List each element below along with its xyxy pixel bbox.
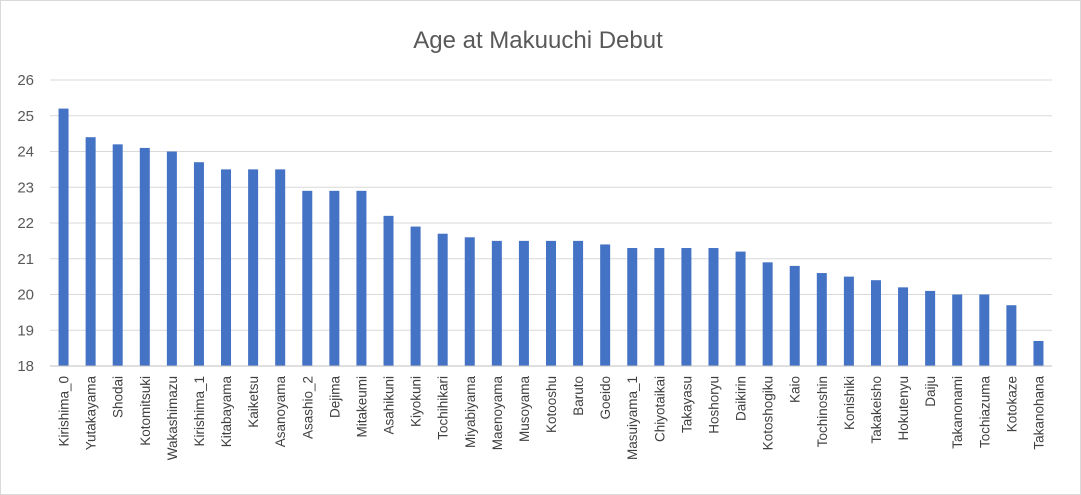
bar — [573, 240, 584, 366]
x-tick-label: Kitabayama — [219, 376, 234, 448]
x-tick-label: Kirishima_1 — [192, 376, 207, 447]
x-tick-label: Konishiki — [842, 376, 857, 430]
x-tick-label: Asanoyama — [273, 376, 288, 448]
x-tick-label: Daiju — [923, 376, 938, 407]
y-tick-label: 23 — [17, 179, 34, 196]
x-tick-label: Miyabiyama — [463, 376, 478, 449]
x-tick-label: Kiyokuni — [409, 376, 424, 427]
bar — [708, 248, 719, 366]
x-tick-label: Asashio_2 — [300, 376, 315, 439]
bar — [329, 190, 340, 366]
x-tick-label: Dejima — [327, 376, 342, 419]
bar — [58, 108, 69, 366]
bar — [843, 276, 854, 366]
y-tick-label: 18 — [17, 358, 34, 375]
bar — [735, 251, 746, 366]
bar — [139, 147, 150, 366]
bar — [816, 273, 827, 366]
x-tick-label: Asahikuni — [382, 376, 397, 435]
bar — [85, 137, 96, 366]
x-tick-label: Baruto — [571, 376, 586, 416]
bar — [437, 233, 448, 366]
y-tick-label: 20 — [17, 287, 34, 304]
x-tick-label: Kaiketsu — [246, 376, 261, 428]
chart-title: Age at Makuuchi Debut — [413, 27, 663, 54]
x-tick-label: Kotokaze — [1004, 376, 1019, 432]
bar — [654, 248, 665, 366]
x-tick-label: Tochihikari — [436, 376, 451, 440]
bar — [952, 294, 963, 366]
y-tick-label: 25 — [17, 108, 34, 125]
bar — [383, 215, 394, 366]
bar — [762, 262, 773, 366]
x-tick-label: Kotomitsuki — [138, 376, 153, 446]
bar — [898, 287, 909, 366]
y-tick-label: 19 — [17, 322, 34, 339]
x-tick-label: Takayasu — [679, 376, 694, 433]
x-tick-label: Tochiazuma — [977, 376, 992, 449]
y-axis-ticks: 18 19 20 21 22 23 24 25 26 — [17, 72, 34, 375]
x-tick-label: Tochinoshin — [815, 376, 830, 447]
x-tick-label: Wakashimazu — [165, 376, 180, 460]
bar — [193, 162, 204, 366]
x-tick-label: Kotooshu — [544, 376, 559, 433]
bar — [491, 240, 502, 366]
x-axis-labels: Kirishima_0 Yutakayama Shodai Kotomitsuki Wa… — [57, 376, 1047, 461]
x-tick-label: Kaio — [788, 376, 803, 403]
bar — [302, 190, 313, 366]
y-tick-label: 24 — [17, 144, 34, 161]
x-tick-label: Daikirin — [734, 376, 749, 421]
x-tick-label: Mitakeumi — [354, 376, 369, 438]
y-tick-label: 22 — [17, 215, 34, 232]
x-tick-label: Hoshoryu — [706, 376, 721, 434]
x-tick-label: Maenoyama — [490, 376, 505, 451]
bar — [112, 144, 123, 366]
y-tick-label: 26 — [17, 72, 34, 89]
x-tick-label: Masuiyama_1 — [625, 376, 640, 460]
y-tick-label: 21 — [17, 251, 34, 268]
bar — [1033, 340, 1044, 366]
bar — [166, 151, 177, 366]
gridlines — [50, 79, 1052, 331]
bars — [58, 108, 1044, 366]
bar — [681, 248, 692, 366]
bar — [410, 226, 421, 366]
x-tick-label: Shodai — [111, 376, 126, 418]
bar — [518, 240, 529, 366]
bar — [1006, 305, 1017, 366]
x-tick-label: Chiyotaikai — [652, 376, 667, 442]
x-tick-label: Takanohana — [1031, 376, 1046, 450]
bar — [870, 280, 881, 366]
bar — [627, 248, 638, 366]
x-tick-label: Takakeisho — [869, 376, 884, 444]
bar — [789, 265, 800, 366]
bar — [464, 237, 475, 366]
bar — [275, 169, 286, 366]
bar — [248, 169, 259, 366]
x-tick-label: Kirishima_0 — [57, 376, 72, 447]
x-tick-label: Takanonami — [950, 376, 965, 449]
bar — [925, 290, 936, 366]
bar — [546, 240, 556, 366]
x-tick-label: Goeido — [598, 376, 613, 420]
x-tick-label: Musoyama — [517, 376, 532, 443]
x-tick-label: Yutakayama — [84, 376, 99, 451]
x-tick-label: Hokutenyu — [896, 376, 911, 441]
bar — [221, 169, 232, 366]
bar — [979, 294, 990, 366]
bar — [600, 244, 611, 366]
bar — [356, 190, 367, 366]
x-tick-label: Kotoshogiku — [761, 376, 776, 450]
